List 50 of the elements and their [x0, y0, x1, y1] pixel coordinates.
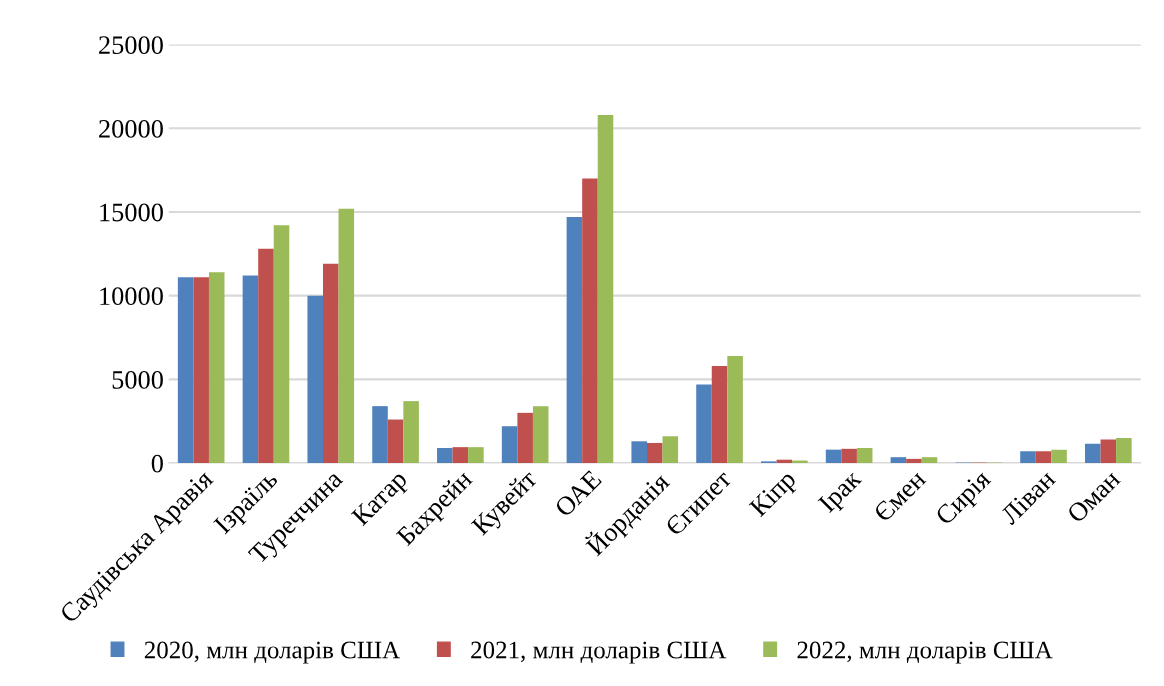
bar — [1035, 451, 1052, 464]
bar — [452, 447, 469, 464]
bar — [372, 406, 388, 464]
bar — [338, 208, 355, 464]
y-tick-label: 15000 — [100, 203, 163, 222]
bar — [437, 447, 453, 464]
bar — [501, 426, 518, 464]
bar — [387, 419, 404, 464]
bar — [582, 178, 598, 464]
bar — [517, 412, 533, 464]
y-tick-label: 20000 — [99, 119, 163, 138]
bar — [890, 457, 907, 464]
bar — [696, 384, 712, 464]
bar — [856, 447, 873, 464]
bar — [1051, 449, 1067, 464]
legend-label: 2022, млн доларів США — [797, 641, 1053, 664]
bar — [468, 447, 484, 464]
x-tick-label: Кіпр — [748, 469, 801, 522]
bar — [646, 442, 663, 464]
bar — [307, 295, 323, 464]
bar — [1100, 439, 1117, 464]
bar — [1116, 437, 1132, 464]
bar — [242, 275, 259, 464]
bar — [177, 277, 194, 464]
y-tick-label: 5000 — [112, 370, 163, 389]
bar — [1085, 443, 1101, 464]
bar — [322, 263, 339, 464]
bar — [566, 217, 583, 464]
bar — [532, 406, 549, 464]
bar — [208, 272, 225, 464]
y-tick-label: 0 — [151, 454, 163, 473]
y-tick-label: 10000 — [100, 287, 163, 306]
bar — [1020, 451, 1036, 464]
bar — [631, 441, 647, 464]
y-tick-label: 25000 — [99, 36, 163, 55]
bar — [727, 355, 743, 464]
x-tick-label: Ірак — [817, 468, 867, 518]
bar — [711, 365, 728, 464]
bar — [906, 458, 922, 464]
bar — [193, 277, 209, 464]
bar — [921, 457, 938, 464]
bar — [841, 448, 857, 464]
legend-label: 2020, млн доларів США — [144, 641, 400, 664]
legend-label: 2021, млн доларів США — [471, 641, 727, 664]
bar — [825, 449, 842, 464]
bar — [273, 225, 290, 464]
bar — [662, 436, 679, 464]
bar — [258, 248, 274, 464]
bar — [403, 401, 419, 464]
bar — [597, 114, 614, 464]
